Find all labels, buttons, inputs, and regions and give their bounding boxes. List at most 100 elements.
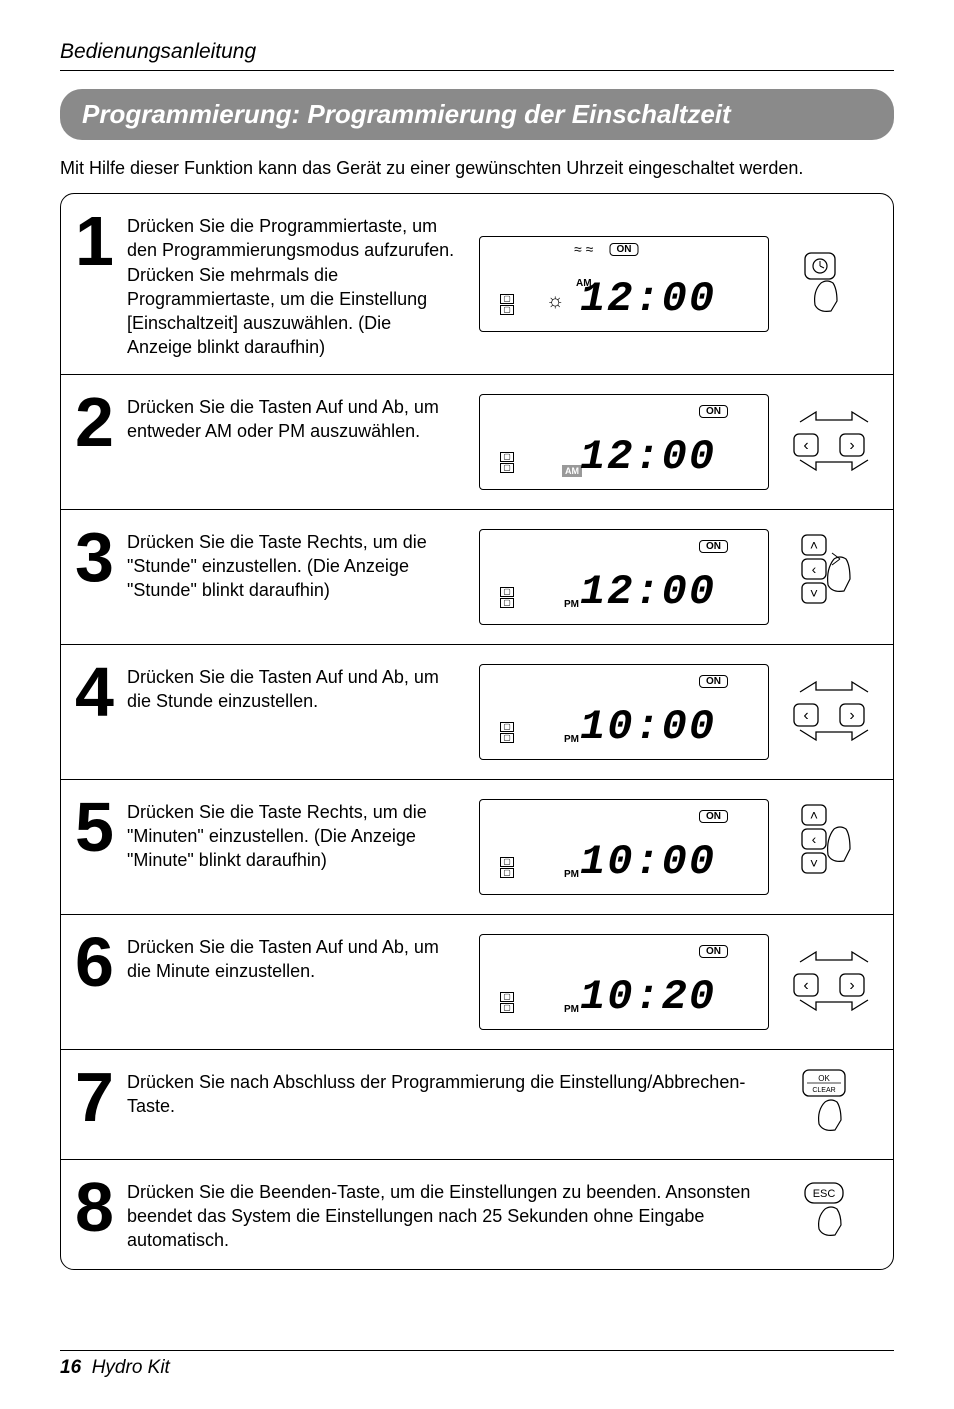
ampm-label: PM: [564, 734, 579, 745]
display-col: ≈ ≈ ON ▢▢ ☼ AM 12:00: [469, 208, 779, 360]
lcd-display: ON ▢▢ PM 10:20: [479, 934, 769, 1030]
mode-stack-icon: ▢▢: [500, 857, 514, 878]
on-badge: ON: [699, 810, 728, 823]
svg-text:‹: ‹: [812, 561, 817, 577]
svg-text:›: ›: [849, 977, 854, 994]
left-right-arrows-icon: ‹ ›: [790, 680, 868, 744]
step-number: 1: [75, 208, 127, 360]
action-icon-col: ‹ ›: [779, 389, 879, 495]
display-col: ON ▢▢ AM 12:00: [469, 389, 779, 495]
action-icon-col: ˄ ‹ ˅: [779, 524, 879, 630]
lcd-display: ON ▢▢ PM 12:00: [479, 529, 769, 625]
svg-text:‹: ‹: [803, 707, 808, 724]
mode-stack-icon: ▢▢: [500, 587, 514, 608]
step-5: 5 Drücken Sie die Taste Rechts, um die "…: [61, 779, 893, 914]
step-2: 2 Drücken Sie die Tasten Auf und Ab, um …: [61, 374, 893, 509]
on-badge: ON: [610, 243, 639, 256]
step-4: 4 Drücken Sie die Tasten Auf und Ab, um …: [61, 644, 893, 779]
action-icon-col: ˄ ‹ ˅: [779, 794, 879, 900]
action-icon-col: [779, 208, 879, 360]
ok-clear-button-icon: OK CLEAR: [797, 1066, 861, 1142]
step-number: 6: [75, 929, 127, 1035]
svg-text:›: ›: [849, 707, 854, 724]
lcd-display: ON ▢▢ PM 10:00: [479, 799, 769, 895]
svg-text:˅: ˅: [810, 855, 818, 871]
step-number: 4: [75, 659, 127, 765]
svg-text:›: ›: [849, 437, 854, 454]
step-number: 7: [75, 1064, 127, 1145]
up-down-press-icon: ˄ ‹ ˅: [794, 533, 864, 621]
footer-rule: [60, 1350, 894, 1351]
on-badge: ON: [699, 675, 728, 688]
time-readout: 12:00: [580, 568, 716, 616]
display-col: ON ▢▢ PM 12:00: [469, 524, 779, 630]
step-text: Drücken Sie die Programmiertaste, um den…: [127, 208, 469, 360]
step-text: Drücken Sie nach Abschluss der Programmi…: [127, 1064, 779, 1145]
section-banner: Programmierung: Programmierung der Einsc…: [60, 89, 894, 140]
svg-text:ESC: ESC: [813, 1188, 836, 1200]
svg-text:˄: ˄: [810, 537, 818, 553]
ampm-box: AM: [562, 465, 582, 477]
step-text: Drücken Sie die Tasten Auf und Ab, um di…: [127, 929, 469, 1035]
on-badge: ON: [699, 405, 728, 418]
mode-stack-icon: ▢▢: [500, 294, 514, 315]
on-badge: ON: [699, 540, 728, 553]
action-icon-col: ‹ ›: [779, 929, 879, 1035]
ampm-label: PM: [564, 599, 579, 610]
step-text: Drücken Sie die Tasten Auf und Ab, um di…: [127, 659, 469, 765]
blink-rays-icon: ≈ ≈: [574, 241, 593, 257]
step-7: 7 Drücken Sie nach Abschluss der Program…: [61, 1049, 893, 1159]
esc-button-icon: ESC: [797, 1179, 861, 1249]
step-3: 3 Drücken Sie die Taste Rechts, um die "…: [61, 509, 893, 644]
action-icon-col: ESC: [779, 1174, 879, 1255]
time-readout: 10:00: [580, 703, 716, 751]
display-col: ON ▢▢ PM 10:20: [469, 929, 779, 1035]
mode-stack-icon: ▢▢: [500, 452, 514, 473]
action-icon-col: OK CLEAR: [779, 1064, 879, 1145]
step-number: 8: [75, 1174, 127, 1255]
intro-text: Mit Hilfe dieser Funktion kann das Gerät…: [60, 158, 894, 179]
step-8: 8 Drücken Sie die Beenden-Taste, um die …: [61, 1159, 893, 1269]
left-right-arrows-icon: ‹ ›: [790, 410, 868, 474]
header-rule: [60, 70, 894, 71]
step-text: Drücken Sie die Taste Rechts, um die "Mi…: [127, 794, 469, 900]
step-6: 6 Drücken Sie die Tasten Auf und Ab, um …: [61, 914, 893, 1049]
doc-header: Bedienungsanleitung: [60, 40, 894, 64]
product-name: Hydro Kit: [92, 1357, 170, 1378]
action-icon-col: ‹ ›: [779, 659, 879, 765]
left-right-arrows-icon: ‹ ›: [790, 950, 868, 1014]
page-footer: 16 Hydro Kit: [60, 1350, 894, 1379]
time-readout: 12:00: [580, 275, 716, 323]
lcd-display: ≈ ≈ ON ▢▢ ☼ AM 12:00: [479, 236, 769, 332]
svg-text:˅: ˅: [810, 585, 818, 601]
step-number: 3: [75, 524, 127, 630]
sun-icon: ☼: [546, 290, 564, 313]
steps-container: 1 Drücken Sie die Programmiertaste, um d…: [60, 193, 894, 1270]
svg-text:‹: ‹: [803, 437, 808, 454]
time-readout: 10:00: [580, 838, 716, 886]
svg-text:CLEAR: CLEAR: [812, 1087, 835, 1094]
step-text: Drücken Sie die Taste Rechts, um die "St…: [127, 524, 469, 630]
time-readout: 12:00: [580, 433, 716, 481]
lcd-display: ON ▢▢ PM 10:00: [479, 664, 769, 760]
svg-text:˄: ˄: [810, 807, 818, 823]
ampm-label: PM: [564, 869, 579, 880]
up-down-press-icon: ˄ ‹ ˅: [794, 803, 864, 891]
on-badge: ON: [699, 945, 728, 958]
svg-text:‹: ‹: [803, 977, 808, 994]
step-1: 1 Drücken Sie die Programmiertaste, um d…: [61, 194, 893, 374]
lcd-display: ON ▢▢ AM 12:00: [479, 394, 769, 490]
step-text: Drücken Sie die Beenden-Taste, um die Ei…: [127, 1174, 779, 1255]
clock-button-press-icon: [799, 249, 859, 319]
display-col: ON ▢▢ PM 10:00: [469, 659, 779, 765]
display-col: ON ▢▢ PM 10:00: [469, 794, 779, 900]
svg-text:‹: ‹: [812, 831, 817, 847]
mode-stack-icon: ▢▢: [500, 992, 514, 1013]
footer-text: 16 Hydro Kit: [60, 1357, 894, 1379]
ampm-label: PM: [564, 1004, 579, 1015]
step-number: 5: [75, 794, 127, 900]
page-number: 16: [60, 1357, 81, 1378]
time-readout: 10:20: [580, 973, 716, 1021]
step-text: Drücken Sie die Tasten Auf und Ab, um en…: [127, 389, 469, 495]
svg-text:OK: OK: [818, 1074, 830, 1083]
